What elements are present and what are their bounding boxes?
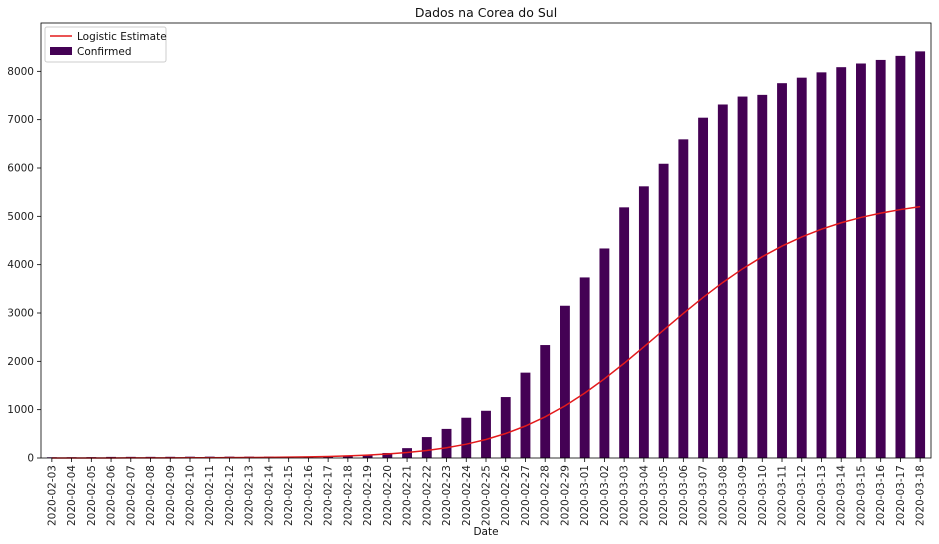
x-tick-label: 2020-03-10 <box>757 465 769 526</box>
x-tick-label: 2020-02-20 <box>382 465 394 526</box>
x-tick-label: 2020-03-05 <box>658 465 670 526</box>
x-tick-label: 2020-02-06 <box>106 465 118 526</box>
bar-2020-02-28 <box>540 345 551 458</box>
x-tick-label: 2020-03-01 <box>579 465 591 526</box>
x-tick-label: 2020-02-12 <box>224 465 236 526</box>
plot-frame <box>40 22 932 459</box>
x-axis-label: Date <box>473 526 498 538</box>
bar-2020-02-17 <box>323 456 334 458</box>
y-tick-label: 2000 <box>7 356 34 368</box>
y-tick-label: 4000 <box>7 259 34 271</box>
x-tick-label: 2020-03-08 <box>717 465 729 526</box>
x-tick-label: 2020-02-14 <box>263 465 275 526</box>
x-tick-label: 2020-03-07 <box>698 465 710 526</box>
x-tick-label: 2020-02-07 <box>125 465 137 526</box>
bar-2020-02-29 <box>560 305 570 458</box>
bar-2020-02-22 <box>421 437 432 458</box>
y-tick-label: 7000 <box>7 114 34 126</box>
bar-2020-03-12 <box>796 77 807 459</box>
legend: Logistic Estimate Confirmed <box>44 26 167 63</box>
bar-2020-02-20 <box>382 452 393 458</box>
x-tick-label: 2020-03-18 <box>915 465 927 526</box>
bar-2020-03-18 <box>915 51 926 459</box>
bar-2020-03-11 <box>777 83 787 459</box>
x-tick-label: 2020-03-04 <box>638 465 650 526</box>
bar-2020-03-17 <box>895 55 906 459</box>
x-tick-label: 2020-03-03 <box>619 465 631 526</box>
x-tick-label: 2020-02-19 <box>362 465 374 526</box>
x-tick-label: 2020-03-11 <box>777 465 789 526</box>
x-tick-label: 2020-02-18 <box>342 465 354 526</box>
y-tick-label: 3000 <box>7 308 34 320</box>
x-tick-label: 2020-03-13 <box>816 465 828 526</box>
chart-title: Dados na Corea do Sul <box>415 5 557 20</box>
bar-2020-03-16 <box>875 59 886 459</box>
bar-2020-02-26 <box>500 397 511 458</box>
x-tick-label: 2020-02-24 <box>461 465 473 526</box>
bar-2020-03-06 <box>678 139 689 458</box>
x-tick-label: 2020-02-25 <box>481 465 493 526</box>
y-tick-label: 8000 <box>7 66 34 78</box>
x-tick-label: 2020-03-09 <box>737 465 749 526</box>
x-tick-label: 2020-02-23 <box>441 465 453 526</box>
bar-2020-03-01 <box>579 277 590 458</box>
bar-2020-02-23 <box>441 428 452 458</box>
x-tick-label: 2020-03-14 <box>836 465 848 526</box>
bar-2020-03-09 <box>737 96 748 458</box>
y-tick-label: 6000 <box>7 163 34 175</box>
x-tick-label: 2020-03-15 <box>855 465 867 526</box>
bar-2020-03-08 <box>717 104 728 459</box>
bar-2020-03-13 <box>816 72 827 458</box>
bar-2020-03-03 <box>619 207 630 458</box>
x-tick-label: 2020-02-05 <box>86 465 98 526</box>
bar-2020-02-25 <box>481 410 491 458</box>
bars-layer <box>46 51 926 459</box>
x-tick-label: 2020-02-29 <box>559 465 571 526</box>
x-tick-label: 2020-02-17 <box>323 465 335 526</box>
legend-bar-swatch <box>50 47 72 55</box>
x-tick-label: 2020-03-17 <box>895 465 907 526</box>
legend-box <box>44 26 167 63</box>
x-tick-label: 2020-02-26 <box>500 465 512 526</box>
legend-label-line: Logistic Estimate <box>77 31 167 43</box>
legend-label-bar: Confirmed <box>77 46 132 58</box>
x-tick-label: 2020-02-10 <box>184 465 196 526</box>
x-tick-label: 2020-03-12 <box>796 465 808 526</box>
bar-2020-03-10 <box>757 94 768 459</box>
y-axis: 0 1000 2000 3000 4000 5000 6000 7000 8000 <box>7 66 41 465</box>
x-tick-label: 2020-03-06 <box>678 465 690 526</box>
bar-2020-02-27 <box>520 372 531 458</box>
x-tick-label: 2020-02-09 <box>165 465 177 526</box>
bar-2020-03-04 <box>638 186 649 458</box>
x-tick-label: 2020-02-11 <box>204 465 216 526</box>
y-tick-label: 0 <box>27 453 34 465</box>
bar-2020-03-07 <box>698 117 709 458</box>
x-tick-label: 2020-02-21 <box>402 465 414 526</box>
y-tick-label: 1000 <box>7 404 34 416</box>
y-tick-label: 5000 <box>7 211 34 223</box>
bar-2020-02-19 <box>362 455 373 458</box>
bar-2020-02-24 <box>461 417 472 458</box>
bar-2020-03-14 <box>836 67 847 459</box>
bar-2020-03-05 <box>658 163 669 458</box>
x-tick-label: 2020-02-28 <box>540 465 552 526</box>
x-axis: 2020-02-03 2020-02-04 2020-02-05 2020-02-06… <box>46 458 927 526</box>
x-tick-label: 2020-02-22 <box>421 465 433 526</box>
x-tick-label: 2020-02-08 <box>145 465 157 526</box>
x-tick-label: 2020-02-04 <box>66 465 78 526</box>
x-tick-label: 2020-02-03 <box>46 465 58 526</box>
x-tick-label: 2020-02-13 <box>244 465 256 526</box>
x-tick-label: 2020-03-16 <box>875 465 887 526</box>
bar-2020-02-18 <box>342 456 353 458</box>
x-tick-label: 2020-02-16 <box>303 465 315 526</box>
x-tick-label: 2020-02-27 <box>520 465 532 526</box>
bar-2020-03-02 <box>599 248 610 458</box>
x-tick-label: 2020-03-02 <box>599 465 611 526</box>
x-tick-label: 2020-02-15 <box>283 465 295 526</box>
bar-2020-03-15 <box>856 63 866 458</box>
